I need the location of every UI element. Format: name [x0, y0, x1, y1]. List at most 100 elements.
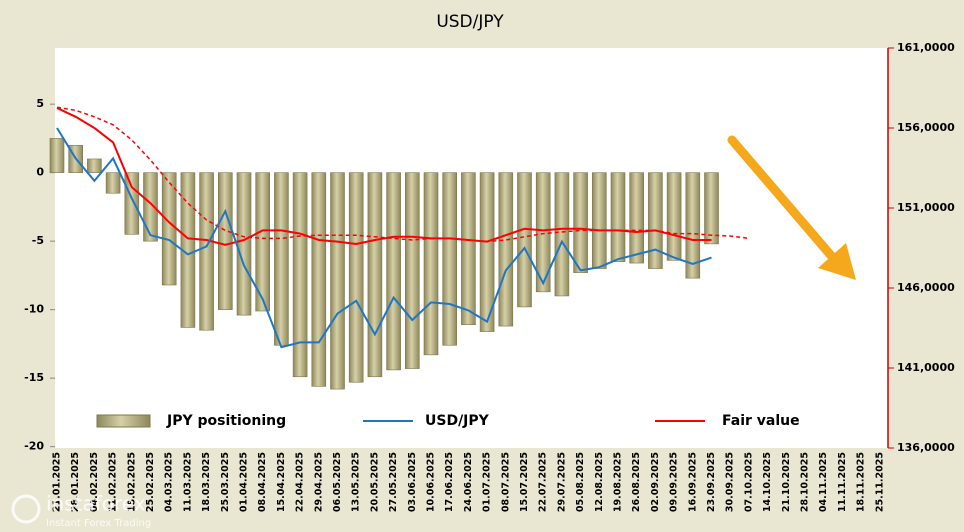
- y2-tick-label: 141,0000: [897, 361, 955, 374]
- x-tick-label: 15.07.2025: [519, 452, 530, 512]
- bar: [292, 172, 308, 378]
- y2-tick-label: 146,0000: [897, 281, 955, 294]
- x-tick-label: 11.11.2025: [837, 452, 848, 512]
- x-tick-label: 11.03.2025: [182, 452, 193, 512]
- bar: [573, 172, 588, 273]
- x-tick-label: 20.05.2025: [369, 452, 380, 512]
- legend-swatch: [96, 414, 151, 428]
- bar: [517, 172, 532, 308]
- y-tick-label: 0: [36, 166, 44, 179]
- x-tick-label: 30.09.2025: [725, 452, 736, 512]
- bar: [591, 172, 607, 269]
- x-tick-label: 08.04.2025: [257, 452, 268, 512]
- x-tick-label: 04.11.2025: [818, 452, 829, 512]
- x-tick-label: 13.05.2025: [351, 452, 362, 512]
- bar: [124, 172, 140, 235]
- bar: [461, 172, 476, 326]
- x-tick-label: 21.10.2025: [781, 452, 792, 512]
- x-tick-label: 25.03.2025: [220, 452, 231, 512]
- bar: [105, 172, 121, 194]
- y-tick-label: -5: [32, 234, 44, 247]
- bar: [330, 172, 345, 390]
- x-tick-label: 26.08.2025: [631, 452, 642, 512]
- bar: [255, 172, 270, 312]
- bar: [367, 172, 383, 378]
- x-tick-label: 23.09.2025: [706, 452, 717, 512]
- x-tick-label: 08.07.2025: [500, 452, 511, 512]
- watermark: instaforex Instant Forex Trading: [11, 492, 151, 529]
- x-tick-label: 22.04.2025: [295, 452, 306, 512]
- x-tick-label: 12.08.2025: [594, 452, 605, 512]
- bar: [648, 172, 663, 269]
- bar: [386, 172, 401, 371]
- x-tick-label: 27.05.2025: [388, 452, 399, 512]
- bar: [610, 172, 626, 262]
- bar: [143, 172, 158, 242]
- bar: [161, 172, 177, 286]
- trend-arrow: [727, 135, 856, 280]
- bar: [274, 172, 289, 346]
- x-tick-label: 04.02.2025: [89, 452, 100, 512]
- line: [56, 107, 712, 246]
- chart-title: USD/JPY: [436, 12, 504, 32]
- bar: [236, 172, 252, 316]
- x-tick-label: 10.06.2025: [426, 452, 437, 512]
- bar: [685, 172, 701, 279]
- bar: [442, 172, 458, 346]
- bar: [348, 172, 364, 383]
- x-tick-label: 06.05.2025: [332, 452, 343, 512]
- x-tick-label: 29.07.2025: [556, 452, 567, 512]
- x-tick-label: 24.06.2025: [463, 452, 474, 512]
- bar: [423, 172, 439, 356]
- bar: [554, 172, 570, 297]
- bar: [404, 172, 420, 369]
- x-tick-label: 14.10.2025: [762, 452, 773, 512]
- x-tick-label: 22.07.2025: [538, 452, 549, 512]
- bar: [629, 172, 645, 264]
- legend-label: USD/JPY: [425, 413, 490, 429]
- watermark-tagline: Instant Forex Trading: [46, 518, 151, 529]
- bar: [479, 172, 495, 332]
- x-tick-label: 25.11.2025: [874, 452, 885, 512]
- legend-label: Fair value: [722, 413, 800, 429]
- x-tick-label: 02.09.2025: [650, 452, 661, 512]
- bar: [49, 138, 65, 173]
- bar: [704, 172, 719, 245]
- x-tick-label: 18.11.2025: [856, 452, 867, 512]
- x-tick-label: 25.02.2025: [145, 452, 156, 512]
- x-tick-label: 28.01.2025: [70, 452, 81, 512]
- x-tick-label: 11.02.2025: [108, 452, 119, 512]
- x-tick-label: 19.08.2025: [613, 452, 624, 512]
- x-tick-label: 21.01.2025: [52, 452, 63, 512]
- bar: [87, 158, 102, 173]
- x-tick-label: 16.09.2025: [687, 452, 698, 512]
- x-tick-label: 18.02.2025: [126, 452, 137, 512]
- bar: [311, 172, 327, 387]
- y2-tick-label: 161,0000: [897, 41, 955, 54]
- x-tick-label: 18.03.2025: [201, 452, 212, 512]
- x-tick-label: 09.09.2025: [669, 452, 680, 512]
- x-tick-label: 01.04.2025: [239, 452, 250, 512]
- bar: [498, 172, 514, 327]
- y-tick-label: -10: [24, 303, 44, 316]
- line: [56, 127, 712, 349]
- bar: [535, 172, 551, 293]
- bar: [218, 172, 233, 310]
- x-tick-label: 05.08.2025: [575, 452, 586, 512]
- x-tick-label: 03.06.2025: [407, 452, 418, 512]
- y2-tick-label: 156,0000: [897, 121, 955, 134]
- y-tick-label: -15: [24, 371, 44, 384]
- x-tick-label: 17.06.2025: [444, 452, 455, 512]
- x-tick-label: 15.04.2025: [276, 452, 287, 512]
- x-tick-label: 07.10.2025: [743, 452, 754, 512]
- x-tick-label: 01.07.2025: [482, 452, 493, 512]
- y-tick-label: -20: [24, 440, 44, 453]
- x-tick-label: 29.04.2025: [313, 452, 324, 512]
- y2-tick-label: 151,0000: [897, 201, 955, 214]
- bar: [666, 172, 682, 261]
- x-tick-label: 28.10.2025: [800, 452, 811, 512]
- y2-tick-label: 136,0000: [897, 441, 955, 454]
- legend-label: JPY positioning: [166, 413, 286, 429]
- dashed-line: [56, 106, 749, 243]
